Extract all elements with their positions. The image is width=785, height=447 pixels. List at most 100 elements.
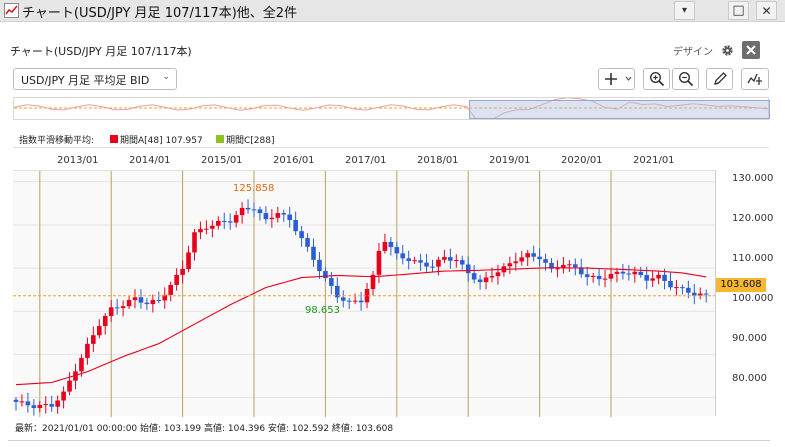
candle-body — [626, 273, 632, 275]
chart-navigator[interactable] — [13, 97, 770, 120]
zoom-out-icon — [678, 71, 693, 87]
indicator-icon — [747, 73, 762, 85]
candle-body — [299, 231, 304, 239]
y-tick-label: 130.000 — [732, 173, 774, 184]
x-tick-label: 2021/01 — [633, 155, 675, 166]
symbol-select-value: USD/JPY 月足 平均足 BID — [21, 74, 150, 87]
candle-body — [305, 238, 310, 247]
candle-body — [43, 404, 49, 406]
candle-body — [465, 264, 471, 274]
candle-body — [97, 326, 102, 336]
candle-body — [459, 260, 465, 265]
candle-body — [418, 260, 423, 263]
candle-body — [221, 220, 227, 222]
legend-item-a[interactable]: 期間A[48] 107.957 — [120, 136, 203, 146]
candle-body — [85, 343, 90, 358]
design-label[interactable]: デザイン — [673, 47, 713, 58]
y-tick-label: 110.000 — [732, 253, 774, 264]
high-annotation: 125.858 — [233, 183, 275, 194]
candle-body — [656, 274, 661, 279]
window-maximize-button[interactable]: □ — [728, 1, 749, 20]
candle-body — [311, 246, 316, 260]
candle-body — [692, 292, 697, 296]
crosshair-icon — [604, 73, 631, 85]
ema-line — [15, 267, 707, 386]
candle-body — [394, 247, 400, 254]
settings-button[interactable] — [718, 41, 736, 59]
candle-body — [37, 404, 43, 409]
window-menu-button[interactable]: ▾ — [674, 1, 695, 20]
candle-body — [227, 221, 233, 223]
candle-body — [192, 232, 197, 253]
x-tick-label: 2013/01 — [57, 155, 99, 166]
last-price-tag: 103.608 — [716, 278, 766, 292]
symbol-select[interactable]: USD/JPY 月足 平均足 BID ⌄ — [13, 68, 177, 90]
candle-body — [61, 391, 66, 401]
candle-body — [120, 306, 126, 309]
candle-body — [436, 259, 441, 267]
candle-body — [79, 357, 84, 372]
candle-body — [376, 250, 382, 275]
draw-tool-button[interactable] — [706, 68, 733, 90]
candle-body — [198, 229, 203, 233]
candle-body — [114, 307, 120, 309]
candle-body — [537, 256, 542, 260]
window-title: チャート(USD/JPY 月足 107/117本)他、全2件 — [22, 6, 298, 21]
window-close-button[interactable]: ✕ — [756, 1, 777, 20]
candle-body — [602, 278, 608, 280]
candle-body — [340, 297, 346, 301]
candle-body — [519, 257, 525, 262]
candle-body — [156, 300, 162, 302]
price-axis[interactable] — [715, 170, 769, 416]
candle-body — [281, 213, 287, 215]
legend-item-c[interactable]: 期間C[288] — [226, 136, 275, 146]
candle-body — [555, 268, 560, 270]
zoom-out-button[interactable] — [672, 68, 699, 90]
panel-close-button[interactable] — [742, 41, 760, 59]
candle-body — [531, 253, 536, 257]
candle-body — [150, 300, 156, 305]
x-tick-label: 2016/01 — [273, 155, 315, 166]
price-chart-svg — [13, 171, 715, 417]
candle-body — [108, 307, 114, 316]
chart-app-icon — [4, 3, 19, 18]
candle-body — [668, 280, 673, 288]
candle-body — [567, 264, 572, 266]
candle-body — [549, 262, 554, 269]
candle-body — [245, 207, 251, 210]
candle-body — [287, 214, 292, 220]
indicator-button[interactable] — [741, 68, 769, 90]
candle-body — [620, 271, 626, 274]
candle-body — [346, 300, 352, 302]
x-tick-label: 2015/01 — [201, 155, 243, 166]
candle-body — [644, 275, 649, 281]
candle-body — [49, 404, 54, 407]
candle-body — [323, 271, 328, 279]
chevron-down-icon: ▾ — [681, 5, 688, 16]
candle-body — [674, 287, 679, 289]
candle-body — [138, 297, 144, 303]
candle-body — [614, 271, 620, 274]
crosshair-button[interactable] — [598, 68, 635, 90]
candle-body — [31, 405, 37, 409]
candle-body — [400, 253, 406, 259]
zoom-in-button[interactable] — [643, 68, 670, 90]
candle-body — [102, 315, 108, 327]
candle-body — [210, 225, 215, 229]
price-chart[interactable] — [13, 170, 715, 417]
candle-body — [590, 275, 596, 278]
candle-body — [126, 300, 132, 307]
low-annotation: 98.653 — [305, 305, 340, 316]
x-tick-label: 2018/01 — [417, 155, 459, 166]
candle-body — [650, 278, 655, 281]
candle-body — [477, 279, 483, 283]
candle-body — [335, 285, 340, 298]
candle-body — [269, 217, 275, 220]
navigator-window-handle[interactable] — [469, 100, 770, 119]
candle-body — [471, 273, 477, 280]
y-tick-label: 120.000 — [732, 213, 774, 224]
candle-body — [525, 253, 530, 258]
candle-body — [293, 219, 298, 232]
candle-body — [251, 209, 257, 211]
candle-body — [573, 264, 578, 268]
